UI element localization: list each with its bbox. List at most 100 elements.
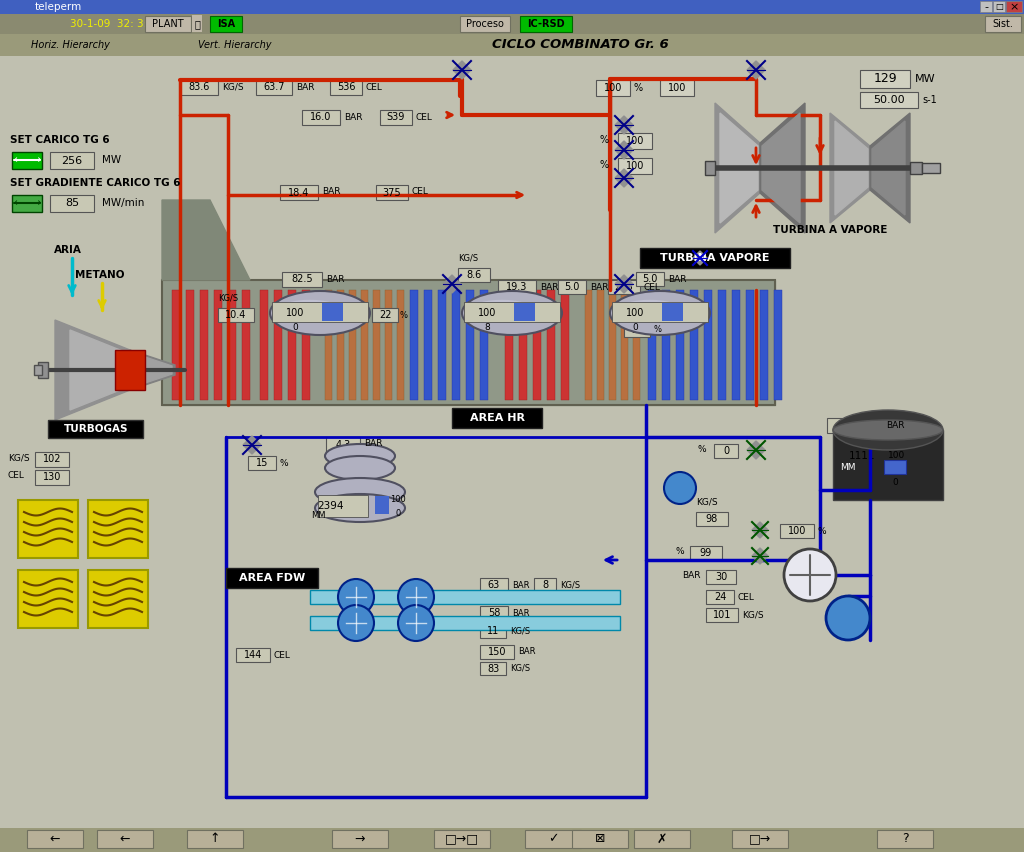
Text: IC-RSD: IC-RSD [527,19,565,29]
Polygon shape [615,169,633,187]
Bar [274,290,282,400]
Bar [115,350,145,390]
Bar [0,34,1024,56]
Circle shape [784,549,836,601]
Text: →: → [32,198,41,208]
Text: 16.0: 16.0 [310,112,332,123]
Bar [774,290,782,400]
Bar [35,470,69,485]
Text: 101: 101 [713,610,731,620]
Text: ↑: ↑ [210,832,220,845]
Text: ←: ← [13,198,23,208]
Text: 100: 100 [888,452,905,460]
Circle shape [338,605,374,641]
Bar [200,290,208,400]
Text: %: % [600,160,609,170]
Bar [608,280,640,294]
Bar [172,290,180,400]
Text: ✗: ✗ [656,832,668,845]
Text: 85: 85 [65,199,79,209]
Bar [746,290,754,400]
Text: BAR: BAR [682,572,700,580]
Bar [514,303,535,321]
Bar [242,290,250,400]
Bar [718,290,726,400]
Bar [282,272,322,287]
Bar [145,16,191,32]
Bar [385,290,392,400]
Bar [732,830,788,848]
Text: 1111: 1111 [849,451,876,461]
Text: -: - [984,2,988,12]
Text: 4.3: 4.3 [336,440,350,450]
Text: 0.029: 0.029 [841,421,868,430]
Bar [260,290,268,400]
Text: ?: ? [902,832,908,845]
Text: 5.0: 5.0 [564,282,580,292]
Bar [705,161,715,175]
Circle shape [398,605,434,641]
Bar [372,308,398,322]
Bar [248,456,276,470]
Text: 30-1-09  32: 3:40: 30-1-09 32: 3:40 [70,19,161,29]
Bar [636,272,664,286]
Text: %: % [400,310,408,320]
Bar [349,290,356,400]
Text: KG/S: KG/S [218,293,239,302]
Polygon shape [615,116,633,134]
Text: CICLO COMBINATO Gr. 6: CICLO COMBINATO Gr. 6 [492,38,669,51]
Bar [480,290,488,400]
Bar [690,290,698,400]
Bar [0,828,1024,852]
Text: 2394: 2394 [316,501,343,511]
Bar [597,290,604,400]
Bar [97,830,153,848]
Polygon shape [752,522,768,538]
Text: BAR: BAR [326,274,344,284]
Text: 8: 8 [484,324,489,332]
Bar [302,290,310,400]
Text: 102: 102 [43,454,61,464]
Text: 0: 0 [292,324,298,332]
Text: 8: 8 [542,580,548,590]
Ellipse shape [270,291,370,335]
Text: %: % [698,446,707,454]
Bar [519,290,527,400]
Text: BAR: BAR [296,83,314,91]
Text: MM: MM [310,511,326,521]
Bar [376,185,408,200]
Bar [330,80,362,95]
Bar [980,1,992,12]
Text: 100: 100 [478,308,497,318]
Bar [993,1,1005,12]
Bar [624,323,650,337]
Circle shape [338,579,374,615]
Text: BAR: BAR [322,187,341,197]
Polygon shape [746,441,765,459]
Text: 130: 130 [43,473,61,482]
Text: 536: 536 [337,83,355,93]
Bar [985,16,1021,32]
Bar [210,16,242,32]
Bar [226,437,646,797]
Text: 100: 100 [604,83,623,93]
Bar [561,290,569,400]
Text: 82.5: 82.5 [291,274,312,285]
Text: 150: 150 [487,647,506,657]
Bar [498,280,536,294]
Bar [410,290,418,400]
Text: BAR: BAR [364,440,383,448]
Bar [27,830,83,848]
Polygon shape [872,121,905,215]
Text: KG/S: KG/S [510,626,530,636]
Bar [310,590,620,604]
Bar [236,648,270,662]
Bar [596,80,630,96]
Bar [633,290,640,400]
Bar [218,308,254,322]
Bar [609,290,616,400]
Bar [48,420,143,438]
Bar [332,830,388,848]
Text: 🚶: 🚶 [195,19,200,29]
Text: Proceso: Proceso [466,19,504,29]
